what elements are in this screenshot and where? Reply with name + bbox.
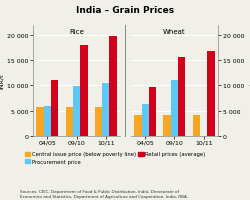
Bar (94, 107, 102, 136)
Text: Sources: CEIC; Department of Food & Public Distribution, India; Directorate of
E: Sources: CEIC; Department of Food & Publ… (20, 189, 187, 198)
Bar (72, 87, 80, 136)
Legend: Central issue price (below poverty line), Procurement price, Retail prices (aver: Central issue price (below poverty line)… (23, 150, 207, 166)
Bar (102, 84, 109, 136)
Bar (206, 52, 214, 136)
Bar (141, 104, 148, 136)
Bar (178, 58, 185, 136)
Text: India – Grain Prices: India – Grain Prices (76, 6, 174, 15)
Bar (134, 116, 141, 136)
Y-axis label: INR/t: INR/t (247, 73, 250, 89)
Y-axis label: INR/t: INR/t (0, 73, 4, 89)
Bar (109, 37, 116, 136)
Bar (36, 107, 44, 136)
Bar (192, 115, 199, 136)
Bar (51, 81, 58, 136)
Bar (163, 115, 170, 136)
Bar (65, 107, 72, 136)
Bar (44, 106, 51, 136)
Bar (80, 46, 87, 136)
Bar (148, 88, 156, 136)
Bar (170, 81, 177, 136)
Text: Rice: Rice (69, 29, 84, 35)
Text: Wheat: Wheat (162, 29, 185, 35)
